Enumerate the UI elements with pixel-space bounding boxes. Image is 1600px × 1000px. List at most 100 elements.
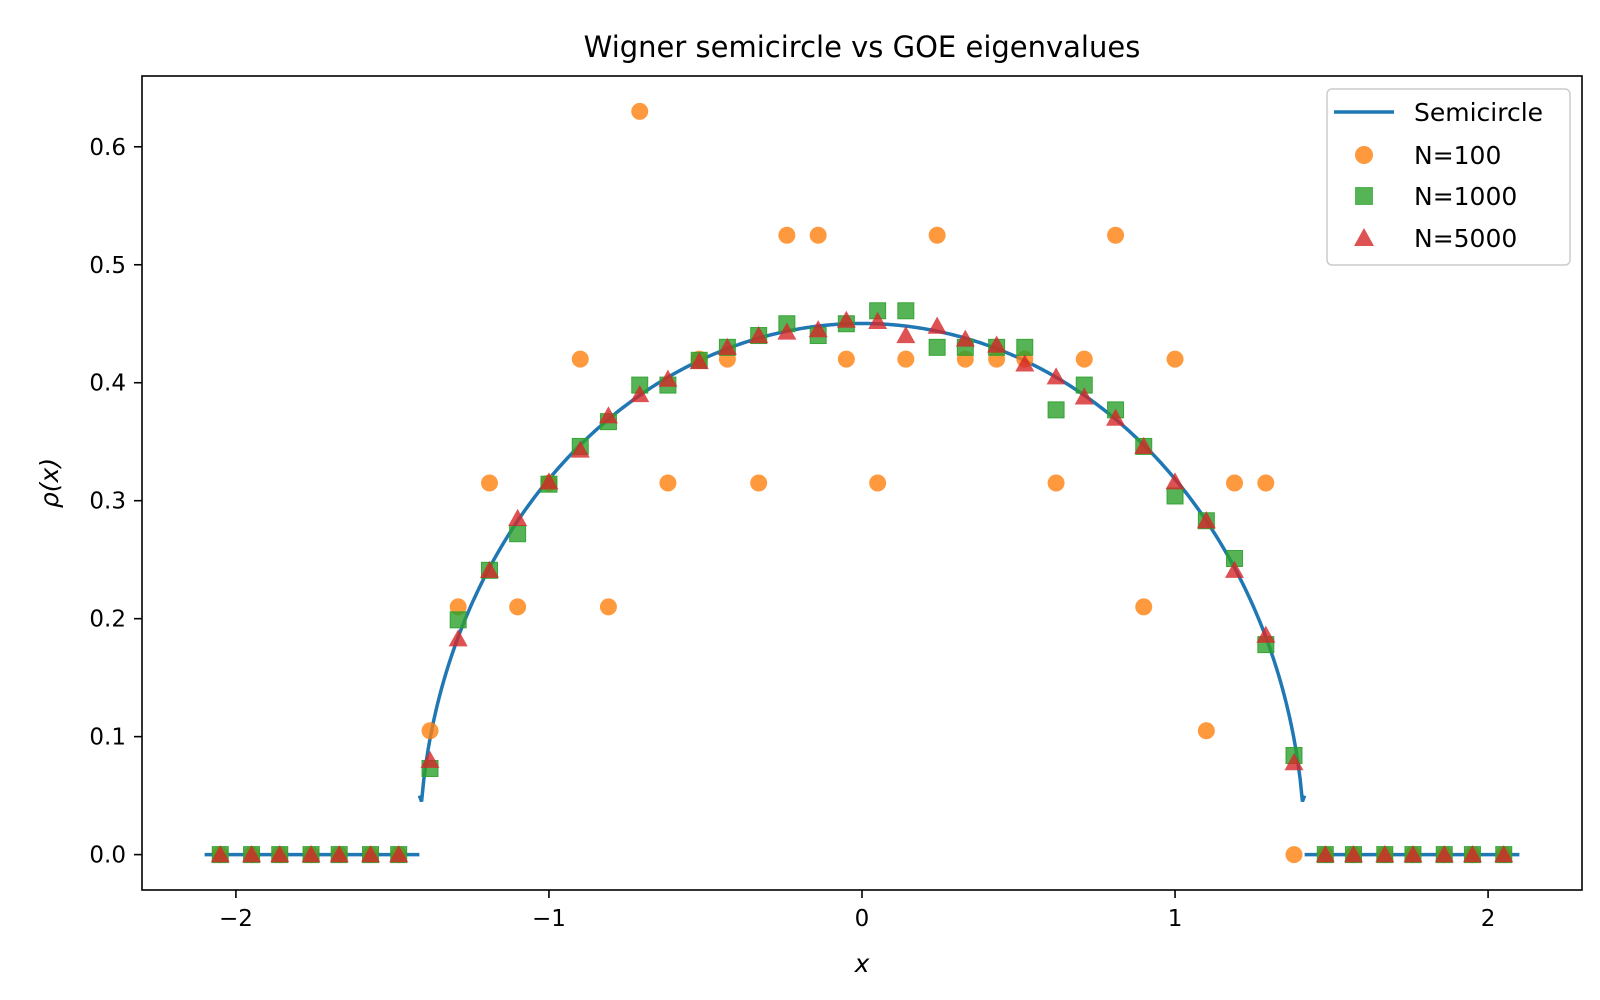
legend-swatch-n5000 (1354, 228, 1374, 246)
point-n100 (1257, 474, 1275, 492)
point-n5000 (955, 329, 975, 347)
point-n1000 (1047, 401, 1065, 419)
legend-box (1326, 88, 1571, 266)
legend-label-n1000: N=1000 (1414, 182, 1517, 211)
point-n5000 (1046, 367, 1066, 385)
point-n5000 (1343, 845, 1363, 863)
point-n1000 (897, 302, 915, 320)
y-tick-label: 0.1 (89, 725, 126, 751)
point-n5000 (301, 845, 321, 863)
y-axis-label: ρ(x) (35, 458, 64, 508)
point-n5000 (1015, 354, 1035, 372)
legend: Semicircle N=100 N=1000 N=5000 (1326, 88, 1571, 266)
point-n5000 (508, 508, 528, 526)
point-n5000 (689, 351, 709, 370)
point-n5000 (1196, 511, 1216, 529)
point-n5000 (1225, 560, 1245, 578)
point-n5000 (896, 326, 916, 344)
point-n5000 (598, 406, 618, 424)
point-n5000 (242, 845, 262, 863)
point-n100 (809, 226, 827, 244)
y-axis: 0.0 0.1 0.2 0.3 0.4 0.5 0.6 (89, 135, 142, 869)
point-n5000 (777, 322, 797, 340)
point-n1000 (1016, 338, 1034, 356)
legend-label-n5000: N=5000 (1414, 224, 1517, 253)
x-tick-label: −2 (219, 906, 253, 932)
point-n5000 (868, 311, 888, 329)
point-n1000 (928, 338, 946, 356)
point-n5000 (479, 560, 499, 578)
point-n100 (778, 226, 796, 244)
point-n100 (571, 350, 589, 368)
point-n5000 (1315, 845, 1335, 863)
y-tick-label: 0.6 (89, 135, 126, 161)
point-n100 (869, 474, 887, 492)
point-n5000 (1284, 753, 1304, 771)
point-n100 (1166, 350, 1184, 368)
point-n5000 (361, 845, 381, 863)
point-n100 (509, 598, 527, 616)
x-tick-label: 2 (1481, 906, 1496, 932)
point-n5000 (570, 440, 590, 458)
point-n100 (750, 474, 768, 492)
point-n5000 (836, 310, 856, 328)
point-n100 (1285, 846, 1303, 864)
point-n100 (659, 474, 677, 492)
point-n5000 (1403, 845, 1423, 863)
point-n100 (1107, 226, 1125, 244)
point-n5000 (808, 320, 828, 338)
legend-swatch-n1000 (1355, 187, 1373, 205)
point-n5000 (1134, 436, 1154, 455)
point-n100 (599, 598, 617, 616)
point-n100 (1226, 474, 1244, 492)
n5000-layer (210, 310, 1514, 863)
point-n100 (631, 102, 649, 120)
point-n100 (1075, 350, 1093, 368)
point-n100 (1047, 474, 1065, 492)
point-n100 (1197, 722, 1215, 740)
point-n5000 (270, 845, 290, 863)
point-n5000 (1106, 408, 1126, 426)
point-n5000 (987, 335, 1007, 353)
point-n5000 (539, 472, 559, 490)
point-n5000 (389, 845, 409, 863)
x-tick-label: 1 (1168, 906, 1183, 932)
x-axis-label: x (854, 949, 870, 978)
y-tick-label: 0.5 (89, 253, 126, 279)
point-n100 (1135, 598, 1153, 616)
y-tick-label: 0.2 (89, 607, 126, 633)
y-tick-label: 0.0 (89, 843, 126, 869)
point-n5000 (329, 845, 349, 863)
point-n1000 (509, 525, 527, 543)
point-n5000 (448, 629, 468, 647)
legend-label-semicircle: Semicircle (1414, 98, 1543, 127)
point-n5000 (1074, 387, 1094, 405)
point-n100 (897, 350, 915, 368)
x-axis: −2 −1 0 1 2 (219, 890, 1495, 932)
point-n5000 (658, 369, 678, 387)
legend-label-n100: N=100 (1414, 141, 1501, 170)
point-n5000 (1434, 845, 1454, 863)
point-n5000 (630, 385, 650, 403)
x-tick-label: 0 (855, 906, 870, 932)
point-n1000 (1166, 487, 1184, 505)
semicircle-curve (417, 321, 1307, 803)
x-tick-label: −1 (532, 906, 566, 932)
point-n5000 (1256, 625, 1276, 643)
point-n100 (421, 722, 439, 740)
point-n1000 (449, 611, 467, 629)
point-n100 (449, 598, 467, 616)
point-n5000 (1165, 472, 1185, 490)
point-n100 (928, 226, 946, 244)
legend-swatch-n100 (1355, 146, 1373, 164)
point-n5000 (717, 337, 737, 355)
point-n5000 (1375, 845, 1395, 863)
point-n100 (837, 350, 855, 368)
point-n5000 (749, 326, 769, 344)
y-tick-label: 0.4 (89, 371, 126, 397)
point-n5000 (210, 845, 230, 863)
point-n5000 (1462, 845, 1482, 863)
point-n100 (480, 474, 498, 492)
point-n5000 (420, 750, 440, 768)
